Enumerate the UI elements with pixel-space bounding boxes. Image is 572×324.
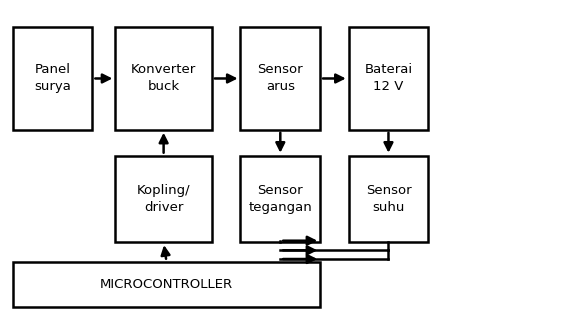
Text: Kopling/
driver: Kopling/ driver <box>137 184 190 214</box>
Text: Sensor
tegangan: Sensor tegangan <box>248 184 312 214</box>
Text: Sensor
suhu: Sensor suhu <box>366 184 411 214</box>
Bar <box>348 27 428 130</box>
Bar <box>240 27 320 130</box>
Bar <box>240 156 320 242</box>
Text: Panel
surya: Panel surya <box>34 64 71 94</box>
Bar <box>13 261 320 307</box>
Bar <box>115 156 212 242</box>
Text: Sensor
arus: Sensor arus <box>257 64 303 94</box>
Text: Baterai
12 V: Baterai 12 V <box>364 64 412 94</box>
Text: Konverter
buck: Konverter buck <box>131 64 196 94</box>
Bar <box>115 27 212 130</box>
Bar <box>13 27 93 130</box>
Bar <box>348 156 428 242</box>
Text: MICROCONTROLLER: MICROCONTROLLER <box>100 278 233 291</box>
